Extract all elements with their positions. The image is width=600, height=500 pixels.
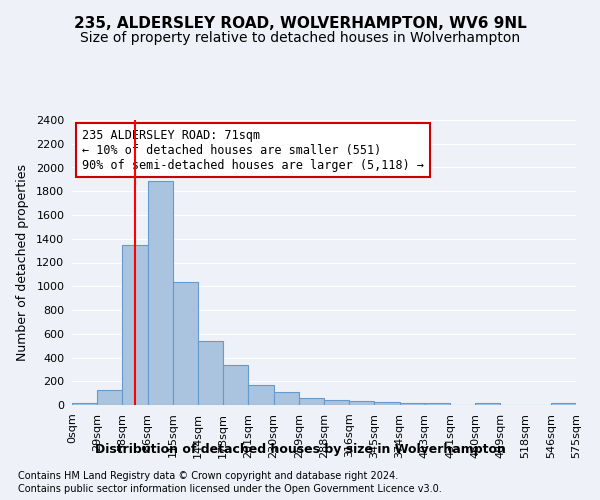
- Y-axis label: Number of detached properties: Number of detached properties: [16, 164, 29, 361]
- Bar: [475, 402, 500, 405]
- Bar: [97, 390, 122, 405]
- Bar: [223, 365, 248, 405]
- Bar: [324, 400, 349, 405]
- Bar: [72, 403, 97, 405]
- Bar: [551, 403, 576, 405]
- Bar: [248, 386, 274, 405]
- Text: Size of property relative to detached houses in Wolverhampton: Size of property relative to detached ho…: [80, 31, 520, 45]
- Bar: [122, 244, 148, 405]
- Text: Distribution of detached houses by size in Wolverhampton: Distribution of detached houses by size …: [95, 442, 505, 456]
- Bar: [425, 403, 450, 405]
- Bar: [400, 402, 425, 405]
- Bar: [374, 402, 400, 405]
- Bar: [148, 180, 173, 405]
- Bar: [349, 402, 374, 405]
- Text: Contains public sector information licensed under the Open Government Licence v3: Contains public sector information licen…: [18, 484, 442, 494]
- Bar: [274, 392, 299, 405]
- Bar: [299, 398, 324, 405]
- Text: Contains HM Land Registry data © Crown copyright and database right 2024.: Contains HM Land Registry data © Crown c…: [18, 471, 398, 481]
- Text: 235 ALDERSLEY ROAD: 71sqm
← 10% of detached houses are smaller (551)
90% of semi: 235 ALDERSLEY ROAD: 71sqm ← 10% of detac…: [82, 128, 424, 172]
- Text: 235, ALDERSLEY ROAD, WOLVERHAMPTON, WV6 9NL: 235, ALDERSLEY ROAD, WOLVERHAMPTON, WV6 …: [74, 16, 526, 31]
- Bar: [198, 341, 223, 405]
- Bar: [173, 282, 198, 405]
